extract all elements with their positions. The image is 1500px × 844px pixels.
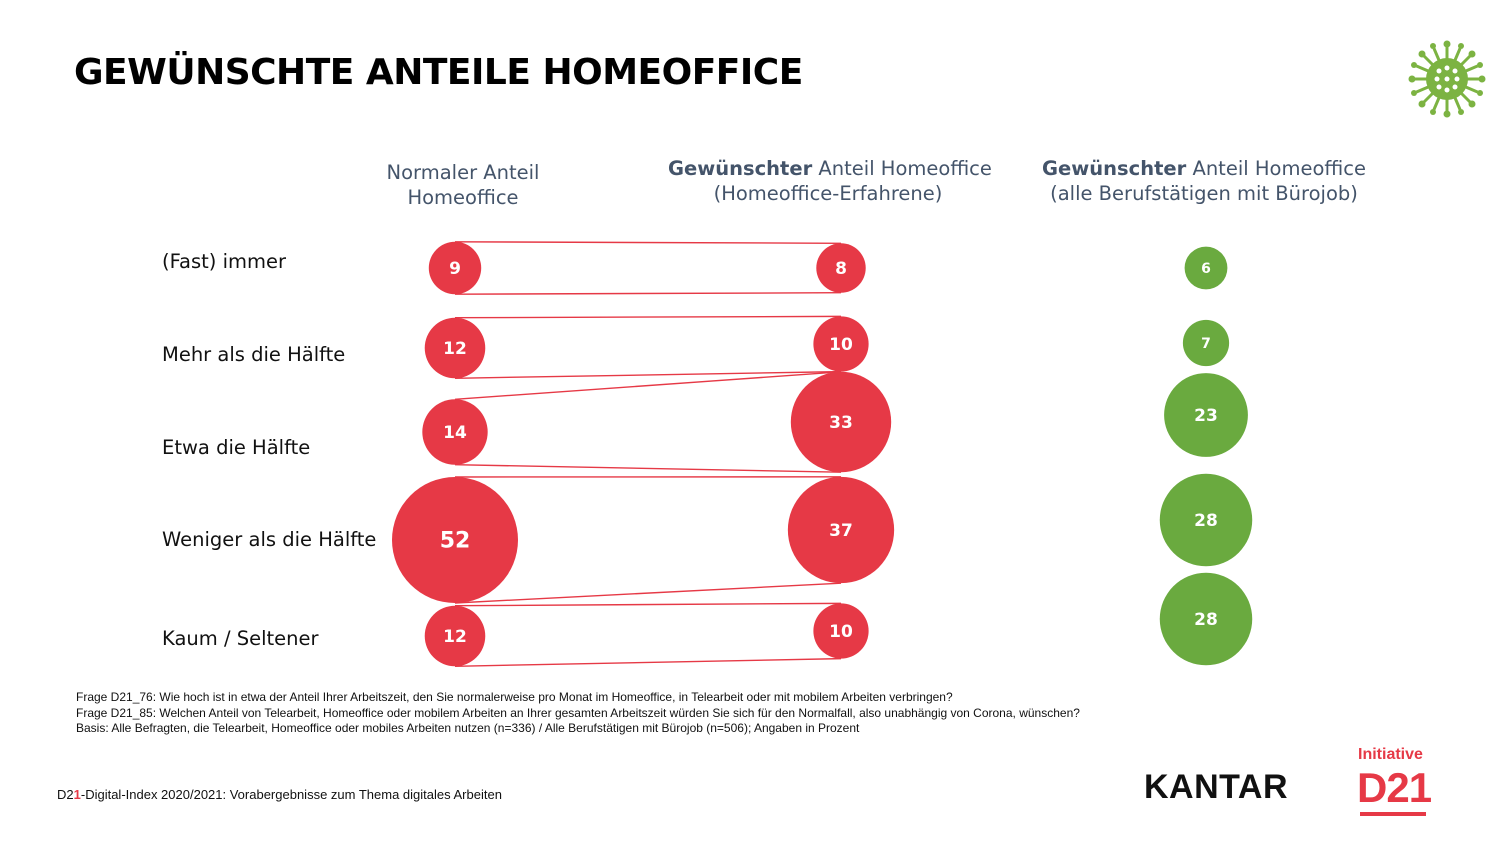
bubble-value-label: 14 bbox=[443, 423, 467, 443]
connector-line bbox=[454, 292, 842, 295]
bubble-chart: 9 12 14 52 12 8 10 33 37 10 6 7 23 28 28 bbox=[392, 241, 1253, 667]
bubble-value-label: 7 bbox=[1201, 336, 1211, 352]
column-header-line: Gewünschter Anteil Homeoffice bbox=[668, 156, 992, 181]
row-label: (Fast) immer bbox=[162, 250, 287, 273]
d21-logo: D21 bbox=[1357, 764, 1432, 811]
connector-line bbox=[454, 241, 842, 244]
bubble-value-label: 28 bbox=[1194, 610, 1218, 630]
row-label: Kaum / Seltener bbox=[162, 627, 319, 650]
column-header-bold: Gewünschter bbox=[1042, 157, 1187, 180]
bubble bbox=[392, 477, 518, 603]
bubble bbox=[816, 243, 866, 293]
virus-icon bbox=[1408, 40, 1486, 118]
connector-line bbox=[454, 315, 842, 319]
bubble bbox=[813, 316, 869, 372]
bubble bbox=[1182, 319, 1230, 367]
bubble-value-label: 23 bbox=[1194, 406, 1218, 426]
bottom-note-accent: 1 bbox=[73, 787, 81, 802]
footnote: Frage D21_76: Wie hoch ist in etwa der A… bbox=[76, 690, 953, 704]
row-label: Etwa die Hälfte bbox=[162, 436, 311, 459]
d21-logo-initiative: Initiative bbox=[1358, 746, 1423, 763]
kantar-logo: KANTAR bbox=[1144, 768, 1289, 806]
bubble-value-label: 10 bbox=[829, 335, 853, 355]
bubble-value-label: 6 bbox=[1201, 261, 1211, 277]
bubble bbox=[813, 603, 869, 659]
column-header-rest: Anteil Homeoffice bbox=[1186, 157, 1366, 180]
connector-line bbox=[454, 582, 842, 604]
bubble bbox=[1164, 373, 1248, 457]
connector-line bbox=[454, 657, 842, 667]
bubble bbox=[790, 371, 892, 473]
bubble-value-label: 9 bbox=[449, 259, 461, 279]
bubble bbox=[1159, 572, 1253, 666]
column-header-line: Gewünschter Anteil Homeoffice bbox=[1039, 156, 1369, 181]
bubble-value-label: 52 bbox=[440, 529, 471, 554]
bubble-value-label: 33 bbox=[829, 413, 853, 433]
bottom-note-prefix: D2 bbox=[57, 787, 74, 802]
connector-line bbox=[454, 463, 842, 473]
bubble-value-label: 12 bbox=[443, 339, 467, 359]
page-title: GEWÜNSCHTE ANTEILE HOMEOFFICE bbox=[74, 52, 803, 93]
bubble-value-label: 10 bbox=[829, 622, 853, 642]
column-header-desired-experienced: Gewünschter Anteil Homeoffice (Homeoffic… bbox=[668, 156, 992, 206]
column-header-rest: Anteil Homeoffice bbox=[812, 157, 992, 180]
bubble bbox=[424, 605, 486, 667]
column-header-line: Normaler Anteil bbox=[386, 161, 540, 184]
d21-logo-bar bbox=[1360, 812, 1426, 816]
connector-line bbox=[454, 371, 842, 401]
row-label: Weniger als die Hälfte bbox=[162, 528, 377, 551]
bottom-note-text: -Digital-Index 2020/2021: Vorabergebniss… bbox=[80, 787, 502, 802]
column-header-desired-all: Gewünschter Anteil Homeoffice (alle Beru… bbox=[1039, 156, 1369, 206]
column-header-line: (Homeoffice-Erfahrene) bbox=[713, 182, 943, 205]
row-label: Mehr als die Hälfte bbox=[162, 343, 346, 366]
bubble bbox=[428, 241, 482, 295]
column-header-bold: Gewünschter bbox=[668, 157, 813, 180]
connector-line bbox=[454, 602, 842, 607]
bubble-value-label: 8 bbox=[835, 259, 847, 279]
bubble bbox=[787, 476, 895, 584]
bottom-note: D21-Digital-Index 2020/2021: Vorabergebn… bbox=[57, 787, 502, 802]
bubble bbox=[1184, 246, 1228, 290]
footnote: Frage D21_85: Welchen Anteil von Telearb… bbox=[76, 705, 1080, 720]
column-header-normal: Normaler Anteil Homeoffice bbox=[363, 160, 563, 210]
bubble-value-label: 12 bbox=[443, 627, 467, 647]
connector-line bbox=[454, 370, 842, 379]
footnotes: Frage D21_76: Wie hoch ist in etwa der A… bbox=[76, 690, 1080, 737]
footnote: Basis: Alle Befragten, die Telearbeit, H… bbox=[76, 721, 860, 735]
bubble bbox=[424, 317, 486, 379]
bubble-value-label: 28 bbox=[1194, 511, 1218, 531]
bubble-value-label: 37 bbox=[829, 521, 853, 541]
column-header-line: Homeoffice bbox=[407, 186, 519, 209]
bubble bbox=[1159, 473, 1253, 567]
column-header-line: (alle Berufstätigen mit Bürojob) bbox=[1050, 182, 1358, 205]
bubble bbox=[422, 399, 488, 465]
